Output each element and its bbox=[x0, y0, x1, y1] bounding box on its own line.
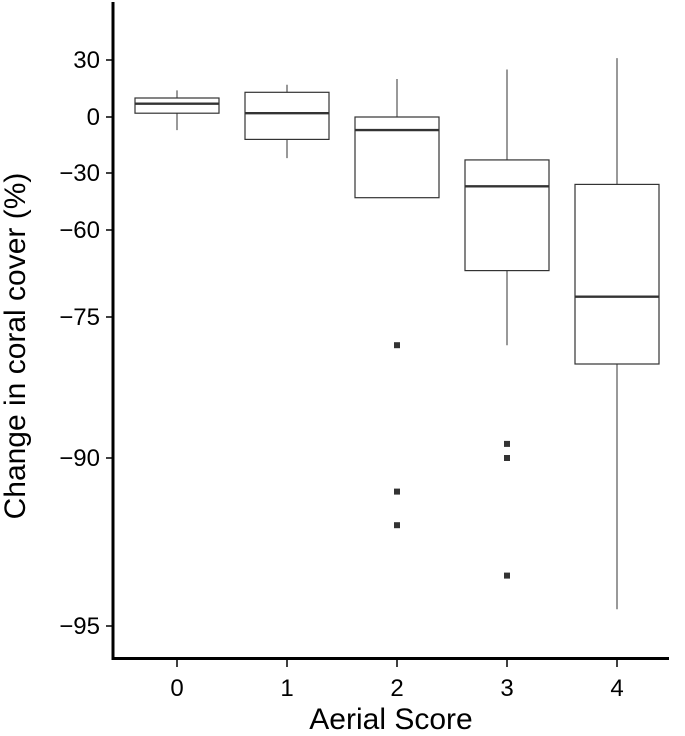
box-iqr bbox=[464, 159, 550, 272]
outlier-point bbox=[394, 342, 400, 349]
y-tick-label: 0 bbox=[87, 104, 100, 131]
boxes-layer bbox=[134, 58, 660, 610]
x-tick-label: 1 bbox=[280, 675, 293, 702]
box-group-1 bbox=[244, 84, 330, 159]
x-axis-title: Aerial Score bbox=[309, 703, 472, 736]
box-group-0 bbox=[134, 90, 220, 131]
y-tick-label: −75 bbox=[59, 304, 100, 331]
y-tick-label: −60 bbox=[59, 217, 100, 244]
box-iqr bbox=[574, 183, 660, 365]
box-iqr bbox=[134, 97, 220, 114]
y-tick-label: −90 bbox=[59, 445, 100, 472]
x-tick-label: 0 bbox=[170, 675, 183, 702]
box-group-3 bbox=[464, 69, 550, 579]
x-tick-label: 2 bbox=[390, 675, 403, 702]
outlier-point bbox=[504, 572, 510, 579]
outlier-point bbox=[394, 522, 400, 529]
outlier-point bbox=[504, 440, 510, 447]
x-tick-label: 3 bbox=[500, 675, 513, 702]
y-ticks: 30 0 −30 −60 −75 −90 −95 bbox=[59, 47, 113, 640]
box-group-4 bbox=[574, 58, 660, 610]
outlier-point bbox=[504, 455, 510, 461]
y-axis-title: Change in coral cover (%) bbox=[0, 173, 32, 520]
y-tick-label: 30 bbox=[73, 47, 100, 74]
y-tick-label: −95 bbox=[59, 613, 100, 640]
box-group-2 bbox=[354, 79, 440, 529]
outlier-point bbox=[394, 488, 400, 495]
x-ticks: 0 1 2 3 4 bbox=[170, 660, 624, 702]
x-tick-label: 4 bbox=[610, 675, 623, 702]
box-iqr bbox=[244, 91, 330, 141]
y-tick-label: −30 bbox=[59, 160, 100, 187]
